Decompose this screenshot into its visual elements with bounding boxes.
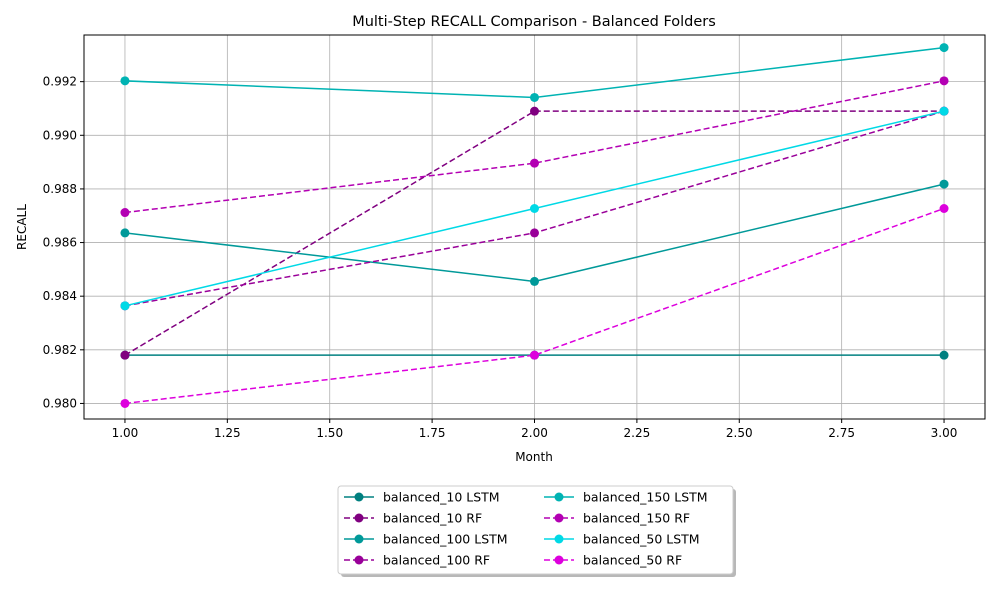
data-point (530, 92, 539, 102)
data-point (120, 208, 130, 218)
legend-label: balanced_10 LSTM (383, 490, 500, 505)
chart-title: Multi-Step RECALL Comparison - Balanced … (352, 14, 716, 30)
legend-label: balanced_50 LSTM (583, 532, 700, 547)
legend-marker (554, 534, 564, 544)
x-tick-label: 1.75 (419, 426, 446, 440)
y-tick-label: 0.984 (43, 289, 77, 303)
legend-marker (354, 492, 364, 502)
x-tick-label: 2.50 (726, 426, 753, 440)
legend-box (337, 485, 734, 575)
axis-ticks: 1.00 1.25 1.50 1.75 2.00 2.25 2.50 2.75 3.00 0.98… (43, 75, 958, 440)
x-tick-label: 1.50 (316, 426, 343, 440)
legend-label: balanced_100 LSTM (383, 532, 508, 547)
legend-label: balanced_150 LSTM (583, 490, 708, 505)
data-point (939, 76, 949, 86)
legend-marker (554, 513, 564, 523)
legend-marker (354, 513, 364, 523)
x-tick-label: 3.00 (931, 426, 958, 440)
legend-label: balanced_150 RF (583, 511, 690, 526)
data-point (939, 43, 949, 53)
y-axis-label: RECALL (15, 204, 29, 250)
data-point (530, 276, 539, 286)
y-tick-label: 0.990 (43, 128, 77, 142)
series-line (124, 207, 945, 405)
y-tick-label: 0.992 (43, 75, 77, 89)
y-tick-label: 0.982 (43, 343, 77, 357)
legend-marker (554, 492, 564, 502)
series-balanced-150-rf (120, 76, 949, 218)
x-tick-label: 2.25 (624, 426, 651, 440)
legend-label: balanced_100 RF (383, 553, 490, 568)
legend-item: balanced_50 RF (544, 553, 682, 568)
data-point (939, 203, 949, 213)
y-tick-label: 0.988 (43, 182, 77, 196)
data-point (939, 106, 949, 116)
series-lines (120, 43, 949, 408)
series-balanced-50-lstm (120, 106, 949, 311)
data-point (120, 76, 130, 86)
data-point (530, 158, 539, 168)
data-point (120, 228, 130, 238)
data-point (120, 398, 130, 408)
x-axis-label: Month (515, 450, 553, 464)
y-tick-label: 0.986 (43, 236, 77, 250)
legend-item: balanced_50 LSTM (544, 532, 700, 547)
legend-marker (354, 555, 364, 565)
legend-item: balanced_150 RF (544, 511, 690, 526)
y-tick-label: 0.980 (43, 396, 77, 410)
legend: balanced_10 LSTM balanced_10 RF balanced_1… (337, 485, 736, 577)
legend-item: balanced_100 RF (344, 553, 490, 568)
data-point (530, 350, 539, 360)
legend-marker (354, 534, 364, 544)
x-tick-label: 2.75 (828, 426, 855, 440)
series-balanced-100-lstm (120, 179, 949, 286)
data-point (120, 301, 130, 311)
data-point (530, 228, 539, 238)
legend-label: balanced_10 RF (383, 511, 482, 526)
data-point (120, 350, 130, 360)
x-tick-label: 1.00 (112, 426, 139, 440)
x-tick-label: 1.25 (214, 426, 241, 440)
legend-item: balanced_10 LSTM (344, 490, 500, 505)
x-tick-label: 2.00 (521, 426, 548, 440)
series-balanced-50-rf (120, 203, 949, 408)
series-line (124, 80, 945, 214)
legend-item: balanced_150 LSTM (544, 490, 708, 505)
data-point (939, 179, 949, 189)
series-balanced-150-lstm (120, 43, 949, 102)
grid (84, 35, 985, 419)
legend-label: balanced_50 RF (583, 553, 682, 568)
data-point (939, 350, 949, 360)
legend-marker (554, 555, 564, 565)
legend-item: balanced_10 RF (344, 511, 482, 526)
legend-item: balanced_100 LSTM (344, 532, 508, 547)
data-point (530, 203, 539, 213)
data-point (530, 106, 539, 116)
